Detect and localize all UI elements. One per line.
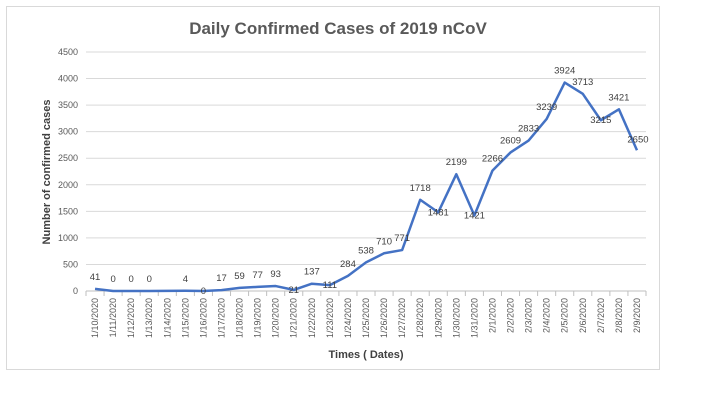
data-label: 2650 xyxy=(627,134,648,145)
x-tick-label: 2/5/2020 xyxy=(560,298,570,333)
y-tick-label: 2500 xyxy=(58,153,78,163)
data-label: 538 xyxy=(358,245,374,256)
x-tick-label: 1/15/2020 xyxy=(180,298,190,338)
x-tick-label: 2/1/2020 xyxy=(487,298,497,333)
data-label: 2609 xyxy=(500,135,521,146)
x-tick-label: 1/13/2020 xyxy=(144,298,154,338)
data-label: 0 xyxy=(201,286,206,297)
data-label: 284 xyxy=(340,259,356,270)
data-label: 771 xyxy=(394,233,410,244)
data-label: 3421 xyxy=(608,92,629,103)
y-tick-label: 0 xyxy=(73,286,78,296)
data-label: 4 xyxy=(183,274,188,285)
y-tick-label: 1500 xyxy=(58,206,78,216)
data-label: 17 xyxy=(216,273,227,284)
data-label: 41 xyxy=(90,272,101,283)
x-tick-label: 1/21/2020 xyxy=(289,298,299,338)
data-label: 2833 xyxy=(518,124,539,135)
x-axis-title: Times ( Dates) xyxy=(329,349,404,361)
x-tick-label: 1/11/2020 xyxy=(108,298,118,337)
x-tick-label: 2/7/2020 xyxy=(596,298,606,333)
y-tick-label: 3500 xyxy=(58,100,78,110)
x-tick-label: 1/22/2020 xyxy=(307,298,317,338)
data-label: 77 xyxy=(252,270,263,281)
x-tick-label: 1/24/2020 xyxy=(343,298,353,338)
data-label: 1421 xyxy=(464,211,485,222)
x-tick-label: 1/14/2020 xyxy=(162,298,172,338)
chart-title: Daily Confirmed Cases of 2019 nCoV xyxy=(189,19,487,38)
x-tick-label: 1/20/2020 xyxy=(271,298,281,338)
data-label: 137 xyxy=(304,267,320,278)
x-tick-label: 2/9/2020 xyxy=(632,298,642,333)
x-tick-label: 1/18/2020 xyxy=(235,298,245,338)
data-label: 111 xyxy=(323,280,337,291)
data-label: 2199 xyxy=(446,157,467,168)
x-tick-label: 2/6/2020 xyxy=(578,298,588,333)
x-tick-label: 1/12/2020 xyxy=(126,298,136,338)
x-tick-label: 2/8/2020 xyxy=(614,298,624,333)
data-label: 1718 xyxy=(410,183,431,194)
data-label: 21 xyxy=(288,285,299,296)
y-axis-title: Number of confirmed cases xyxy=(41,100,53,245)
x-tick-label: 1/23/2020 xyxy=(325,298,335,338)
x-tick-label: 1/25/2020 xyxy=(361,298,371,338)
data-label: 93 xyxy=(270,269,281,280)
y-tick-label: 3000 xyxy=(58,127,78,137)
data-label: 2266 xyxy=(482,154,503,165)
x-tick-label: 2/2/2020 xyxy=(506,298,516,333)
x-tick-label: 2/4/2020 xyxy=(542,298,552,333)
y-tick-label: 500 xyxy=(63,259,78,269)
x-tick-label: 1/31/2020 xyxy=(469,298,479,338)
y-tick-label: 1000 xyxy=(58,233,78,243)
data-label: 0 xyxy=(110,274,115,285)
x-tick-label: 1/30/2020 xyxy=(451,298,461,338)
data-label: 710 xyxy=(376,236,392,247)
x-tick-label: 1/16/2020 xyxy=(198,298,208,338)
data-label: 1481 xyxy=(428,207,449,218)
y-tick-label: 4500 xyxy=(58,47,78,57)
data-label: 3713 xyxy=(572,77,593,88)
x-tick-label: 1/26/2020 xyxy=(379,298,389,338)
y-tick-label: 2000 xyxy=(58,180,78,190)
x-tick-label: 1/10/2020 xyxy=(90,298,100,338)
series-line xyxy=(94,81,639,293)
x-tick-label: 2/3/2020 xyxy=(524,298,534,333)
x-tick-label: 1/19/2020 xyxy=(253,298,263,338)
data-label: 3239 xyxy=(536,102,557,113)
data-label: 3924 xyxy=(554,66,575,77)
x-tick-label: 1/29/2020 xyxy=(433,298,443,338)
x-tick-label: 1/27/2020 xyxy=(397,298,407,338)
data-label: 0 xyxy=(147,274,152,285)
x-tick-label: 1/28/2020 xyxy=(415,298,425,338)
x-tick-label: 1/17/2020 xyxy=(216,298,226,338)
chart-frame xyxy=(6,6,660,370)
data-label: 0 xyxy=(129,274,134,285)
y-tick-label: 4000 xyxy=(58,74,78,84)
data-label: 59 xyxy=(234,271,245,282)
data-label: 3215 xyxy=(590,115,611,126)
